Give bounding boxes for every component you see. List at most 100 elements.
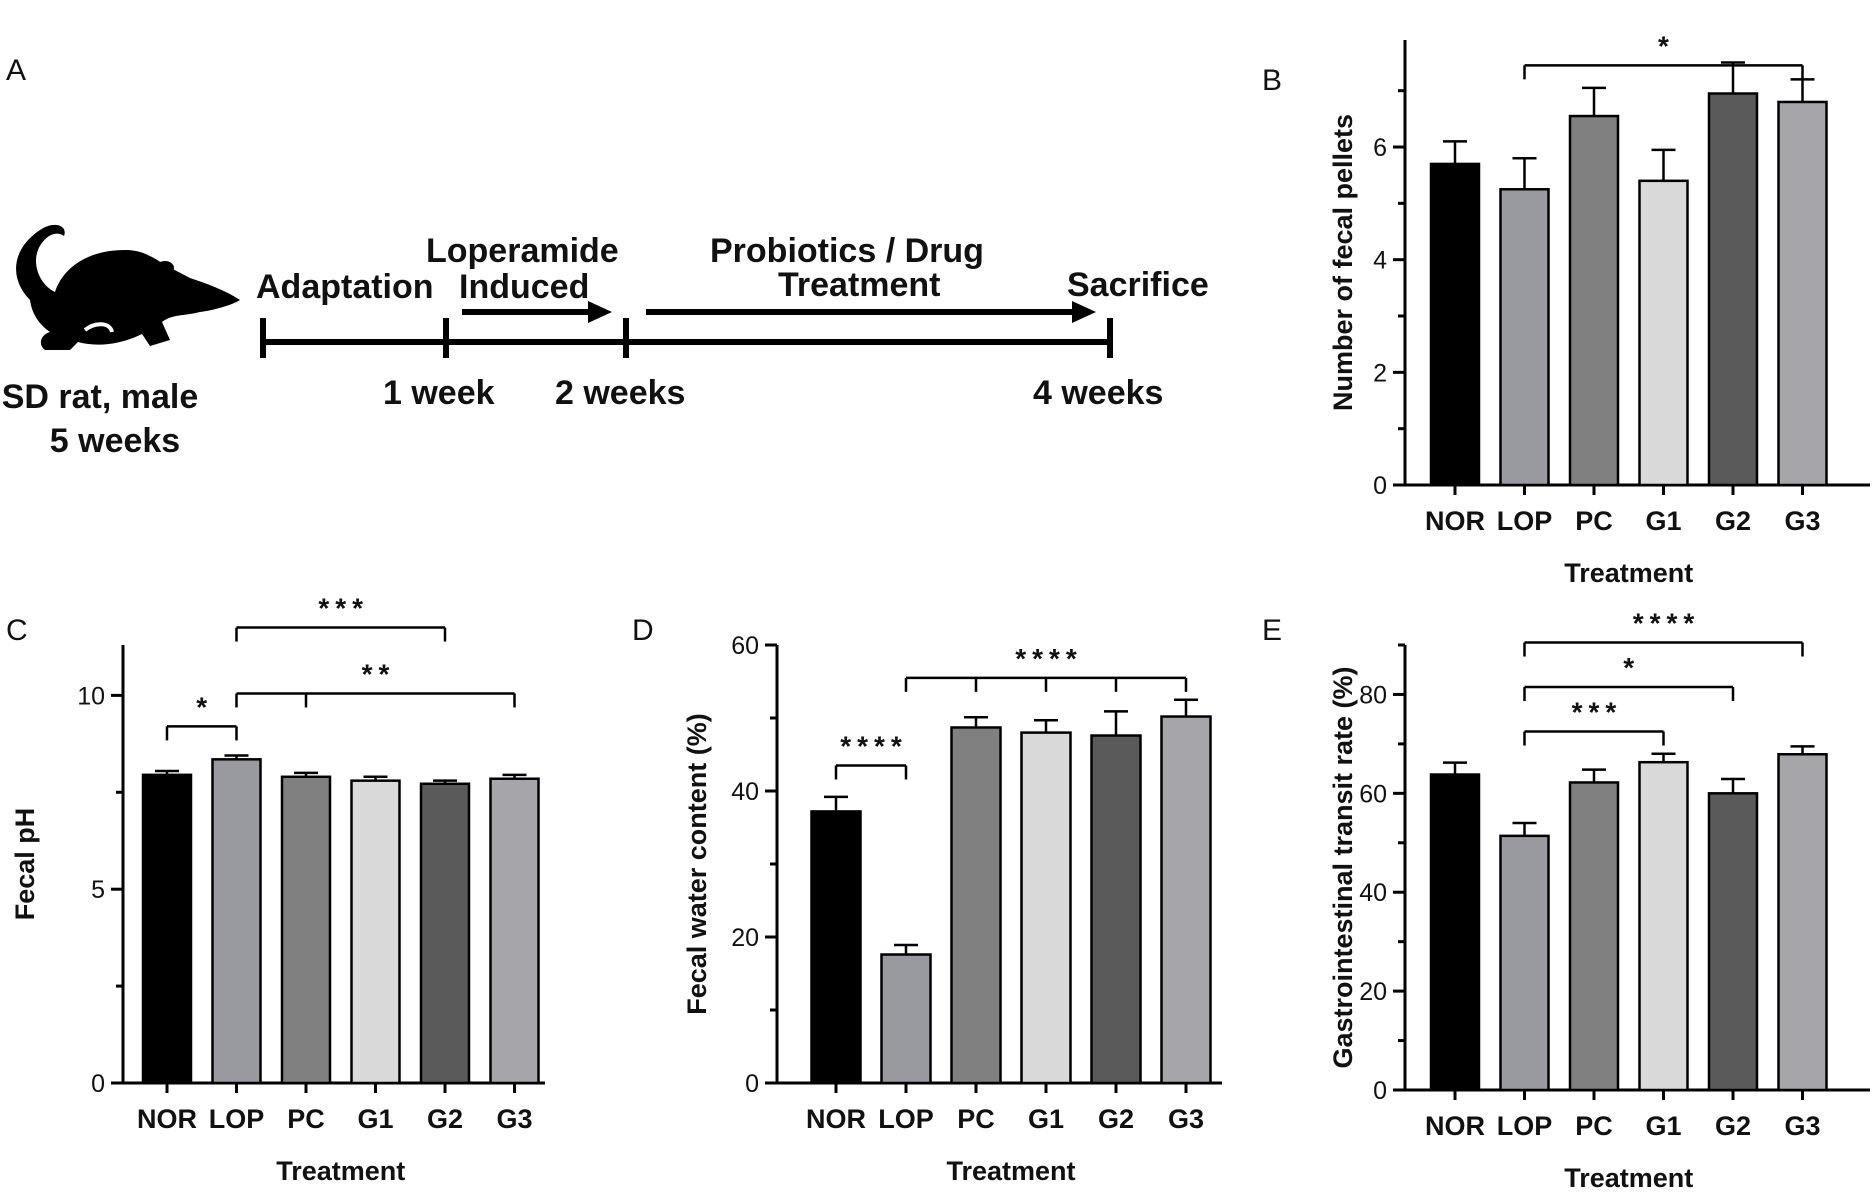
x-tick-label: LOP [878,1104,934,1134]
subject-line-1: SD rat, male [2,378,199,416]
x-tick-label: NOR [1425,1111,1485,1141]
x-tick-label: G1 [1028,1104,1064,1134]
x-tick-label: NOR [137,1104,197,1134]
y-tick-label: 60 [731,632,759,660]
sacrifice-label: Sacrifice [1067,266,1209,304]
bar-g3 [489,777,540,1085]
x-tick-label: PC [1575,1111,1613,1141]
x-axis-title: Treatment [276,1156,405,1186]
bar-lop [211,758,262,1085]
bar-g1 [350,779,401,1085]
significance-bracket: **** [1523,608,1804,657]
y-tick-label: 20 [731,924,759,952]
x-axis-title: Treatment [1564,1163,1693,1193]
x-tick-label: G1 [1645,506,1681,536]
bar-g1 [1638,179,1689,487]
bar-lop [1499,188,1550,487]
y-tick-label: 0 [745,1070,759,1098]
y-tick-label: 5 [91,876,105,904]
bar-lop [880,953,932,1085]
panel-label-c: C [6,614,28,647]
x-tick-label: G3 [1784,1111,1820,1141]
significance-label: ** [362,658,396,689]
bar-nor [1429,773,1481,1092]
x-tick-label: G3 [1784,506,1820,536]
panel-label-d: D [632,614,654,647]
bar-g1 [1020,731,1072,1085]
bar-nor [1429,162,1481,487]
x-tick-label: G2 [1098,1104,1134,1134]
y-tick-label: 6 [1373,134,1387,162]
x-tick-label: PC [957,1104,995,1134]
y-axis-title: Fecal pH [10,808,40,921]
treatment-arrow [646,301,1096,323]
subject-line-2: 5 weeks [50,422,180,460]
bar-g2 [1090,734,1142,1085]
chart-b-fecal-pellets: 0 2 4 6 NOR LOP PC G1 G2 G3 Treatment Number of fec… [1328,30,1870,588]
x-tick-label: NOR [1425,506,1485,536]
y-tick-label: 0 [1373,1077,1387,1105]
rat-icon [16,224,240,350]
x-tick-label: G2 [1715,1111,1751,1141]
bar-pc [950,726,1002,1085]
y-tick-label: 80 [1359,681,1387,709]
y-tick-label: 0 [91,1070,105,1098]
y-tick-label: 10 [77,682,105,710]
panel-label-a: A [6,54,26,87]
significance-bracket: * [1523,30,1804,80]
y-tick-label: 20 [1359,978,1387,1006]
significance-bracket: ** [235,658,516,708]
y-tick-label: 40 [1359,879,1387,907]
y-axis-title: Fecal water content (%) [682,713,712,1015]
x-tick-label: G2 [427,1104,463,1134]
significance-bracket: **** [904,643,1188,692]
y-tick-label: 2 [1373,359,1387,387]
x-tick-label: LOP [209,1104,265,1134]
bar-pc [1568,114,1620,487]
significance-bracket: **** [834,730,908,780]
probiotics-label: Probiotics / Drug [710,232,984,270]
y-tick-label: 40 [731,778,759,806]
x-tick-label: LOP [1497,506,1553,536]
bar-g3 [1777,100,1828,487]
significance-label: * [1658,30,1675,61]
bar-g3 [1777,753,1828,1092]
panel-label-b: B [1262,64,1282,97]
bar-lop [1499,834,1550,1092]
bar-g2 [419,782,471,1085]
bar-g1 [1638,760,1689,1092]
bar-nor [810,810,862,1085]
x-tick-label: NOR [806,1104,866,1134]
x-tick-label: G1 [1645,1111,1681,1141]
significance-bracket: * [165,691,238,741]
bar-pc [280,775,332,1085]
bar-g2 [1707,792,1759,1092]
loperamide-label: Loperamide [426,232,619,270]
significance-bracket: * [1523,652,1735,702]
significance-label: **** [840,730,908,761]
significance-bracket: *** [235,593,447,642]
bar-g3 [1160,715,1212,1085]
panel-a-timeline: A SD rat, male 5 weeks Adaptation Lopera… [2,54,1209,460]
y-axis-title: Gastrointestinal transit rate (%) [1328,666,1358,1068]
y-tick-label: 4 [1373,247,1387,275]
x-tick-label: PC [287,1104,325,1134]
panel-label-e: E [1262,614,1282,647]
adaptation-label: Adaptation [256,268,434,306]
x-axis-title: Treatment [1564,558,1693,588]
x-tick-label: LOP [1497,1111,1553,1141]
significance-label: **** [1633,608,1701,639]
x-tick-label: G1 [357,1104,393,1134]
treatment-label: Treatment [778,266,941,304]
x-tick-label: G3 [1168,1104,1204,1134]
x-tick-label: G3 [496,1104,532,1134]
chart-d-fecal-water: 0 20 40 60 NOR LOP PC G1 G2 G3 Treatment Fecal wate… [682,632,1222,1186]
week1-label: 1 week [383,374,495,412]
x-axis-title: Treatment [946,1156,1075,1186]
y-axis-title: Number of fecal pellets [1328,114,1358,411]
significance-bracket: *** [1523,697,1665,746]
induced-label: Induced [459,268,589,306]
bar-nor [141,773,193,1085]
